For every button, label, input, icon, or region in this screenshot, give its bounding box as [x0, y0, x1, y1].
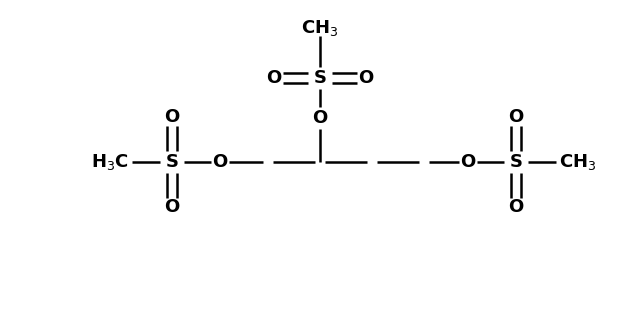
- Text: O: O: [508, 198, 524, 216]
- Text: O: O: [312, 109, 328, 127]
- Text: H$_3$C: H$_3$C: [91, 152, 129, 172]
- Text: O: O: [460, 153, 476, 171]
- Text: S: S: [509, 153, 522, 171]
- Text: S: S: [314, 69, 326, 87]
- Text: O: O: [164, 108, 180, 126]
- Text: O: O: [266, 69, 282, 87]
- Text: O: O: [508, 108, 524, 126]
- Text: CH$_3$: CH$_3$: [301, 18, 339, 38]
- Text: O: O: [358, 69, 374, 87]
- Text: S: S: [166, 153, 179, 171]
- Text: O: O: [212, 153, 228, 171]
- Text: CH$_3$: CH$_3$: [559, 152, 596, 172]
- Text: O: O: [164, 198, 180, 216]
